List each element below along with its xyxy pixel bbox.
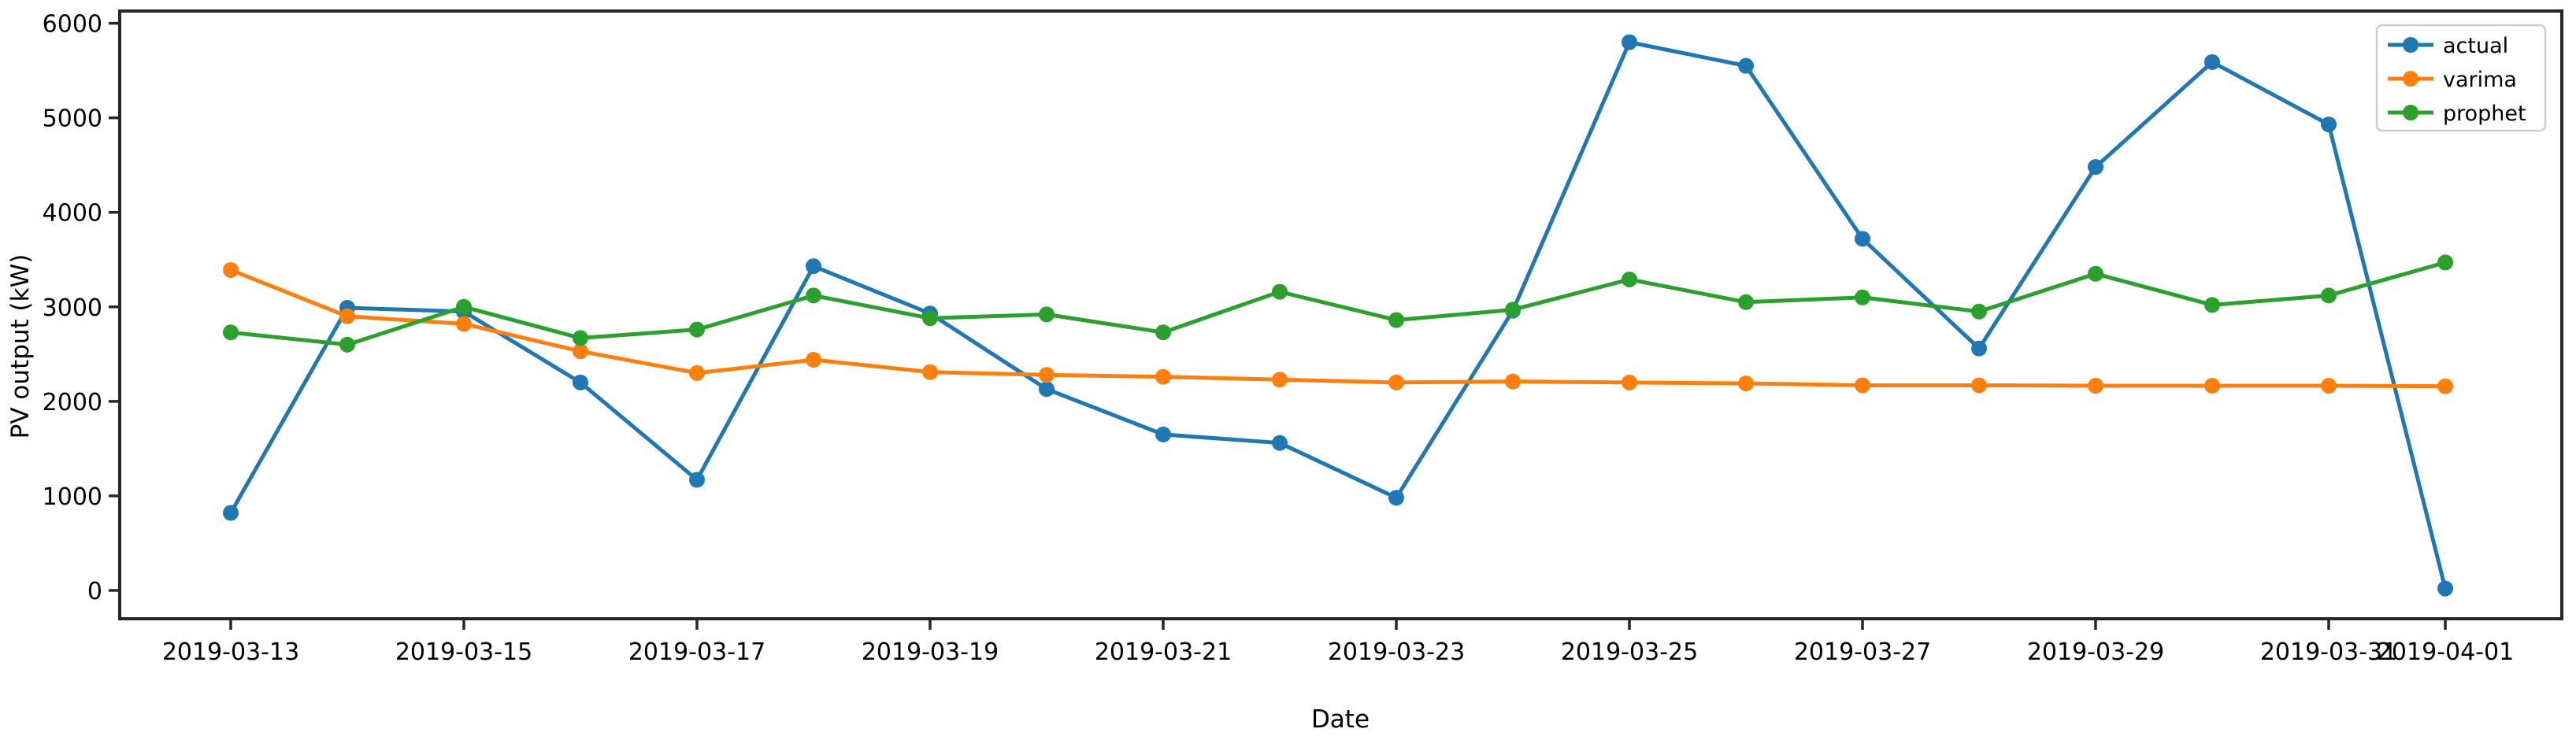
marker-varima-2019-03-15 (456, 316, 472, 332)
marker-actual-2019-03-23 (1388, 490, 1404, 506)
y-tick-label: 0 (87, 578, 102, 605)
plot-area: 0 1000 2000 3000 4000 5000 6000 2019-03-13 2019-… (43, 9, 2563, 666)
legend-label-actual: actual (2443, 34, 2508, 58)
legend-swatch-marker-prophet (2403, 105, 2418, 120)
series-line-actual (228, 40, 2448, 591)
y-tick-label: 2000 (43, 389, 102, 416)
marker-varima-2019-03-26 (1738, 376, 1754, 392)
legend-swatch-marker-varima (2403, 71, 2418, 87)
y-tick-label: 6000 (43, 11, 102, 39)
x-tick-label: 2019-03-21 (1095, 638, 1232, 666)
marker-actual-2019-04-01 (2437, 580, 2453, 597)
marker-varima-2019-03-21 (1155, 368, 1171, 385)
marker-actual-2019-03-25 (1622, 34, 1637, 50)
marker-actual-2019-03-22 (1272, 435, 1288, 451)
marker-prophet-2019-04-01 (2437, 254, 2453, 271)
marker-varima-2019-03-13 (223, 261, 239, 278)
marker-prophet-2019-03-23 (1388, 312, 1404, 328)
marker-varima-2019-03-17 (689, 364, 705, 381)
y-tick-label: 4000 (43, 200, 102, 228)
x-tick-label: 2019-03-31 (2260, 638, 2397, 666)
marker-prophet-2019-03-13 (223, 324, 239, 341)
marker-actual-2019-03-13 (223, 505, 239, 521)
series-line-prophet (228, 260, 2448, 347)
x-tick-label: 2019-03-23 (1328, 638, 1465, 666)
marker-prophet-2019-03-19 (922, 310, 938, 327)
marker-actual-2019-03-29 (2088, 159, 2103, 176)
x-tick-label: 2019-03-29 (2027, 638, 2164, 666)
marker-prophet-2019-03-27 (1855, 289, 1870, 305)
marker-prophet-2019-03-26 (1738, 294, 1754, 310)
marker-prophet-2019-03-22 (1272, 283, 1288, 300)
series-line-varima (228, 268, 2448, 389)
marker-actual-2019-03-16 (573, 374, 588, 390)
marker-actual-2019-03-30 (2204, 54, 2220, 70)
marker-varima-2019-03-14 (339, 308, 355, 324)
x-tick-label: 2019-03-13 (162, 638, 299, 666)
marker-varima-2019-03-24 (1505, 373, 1521, 390)
axes-box (118, 9, 2563, 620)
marker-prophet-2019-03-20 (1039, 306, 1054, 323)
marker-prophet-2019-03-16 (573, 330, 588, 346)
marker-actual-2019-03-20 (1039, 381, 1054, 398)
marker-prophet-2019-03-21 (1155, 324, 1171, 341)
marker-prophet-2019-03-28 (1971, 303, 1987, 320)
legend-swatch-marker-actual (2403, 37, 2418, 53)
y-tick-label: 3000 (43, 294, 102, 322)
marker-actual-2019-03-27 (1855, 231, 1870, 247)
marker-varima-2019-03-29 (2088, 378, 2103, 394)
marker-prophet-2019-03-25 (1622, 271, 1637, 287)
marker-actual-2019-03-31 (2321, 117, 2337, 133)
marker-varima-2019-03-25 (1622, 374, 1637, 390)
legend-label-prophet: prophet (2443, 102, 2526, 126)
y-tick-label: 1000 (43, 483, 102, 511)
y-axis-title: PV output (kW) (6, 254, 35, 439)
x-tick-label: 2019-03-19 (862, 638, 999, 666)
marker-varima-2019-03-22 (1272, 372, 1288, 388)
marker-prophet-2019-03-31 (2321, 287, 2337, 304)
x-tick-label: 2019-04-01 (2377, 638, 2514, 666)
marker-actual-2019-03-28 (1971, 340, 1987, 357)
marker-prophet-2019-03-15 (456, 298, 472, 315)
y-tick-label: 5000 (43, 105, 102, 133)
marker-actual-2019-03-17 (689, 472, 705, 488)
marker-actual-2019-03-26 (1738, 57, 1754, 74)
marker-varima-2019-03-18 (806, 352, 821, 368)
marker-actual-2019-03-21 (1155, 426, 1171, 442)
marker-actual-2019-03-18 (806, 258, 821, 275)
marker-prophet-2019-03-24 (1505, 302, 1521, 318)
marker-varima-2019-03-20 (1039, 367, 1054, 383)
marker-varima-2019-03-31 (2321, 378, 2337, 394)
x-tick-label: 2019-03-15 (395, 638, 532, 666)
legend-box (2375, 24, 2547, 132)
x-tick-label: 2019-03-27 (1794, 638, 1931, 666)
marker-prophet-2019-03-18 (806, 287, 821, 304)
marker-varima-2019-04-01 (2437, 378, 2453, 394)
marker-varima-2019-03-30 (2204, 378, 2220, 394)
marker-prophet-2019-03-30 (2204, 297, 2220, 313)
marker-prophet-2019-03-29 (2088, 265, 2103, 282)
x-tick-label: 2019-03-17 (628, 638, 765, 666)
marker-varima-2019-03-19 (922, 364, 938, 380)
legend-label-varima: varima (2443, 68, 2517, 92)
x-axis-title: Date (1311, 705, 1370, 734)
marker-prophet-2019-03-14 (339, 336, 355, 353)
marker-varima-2019-03-27 (1855, 377, 1870, 394)
marker-varima-2019-03-23 (1388, 374, 1404, 390)
x-tick-label: 2019-03-25 (1561, 638, 1698, 666)
marker-varima-2019-03-16 (573, 343, 588, 360)
marker-prophet-2019-03-17 (689, 321, 705, 338)
marker-varima-2019-03-28 (1971, 377, 1987, 394)
